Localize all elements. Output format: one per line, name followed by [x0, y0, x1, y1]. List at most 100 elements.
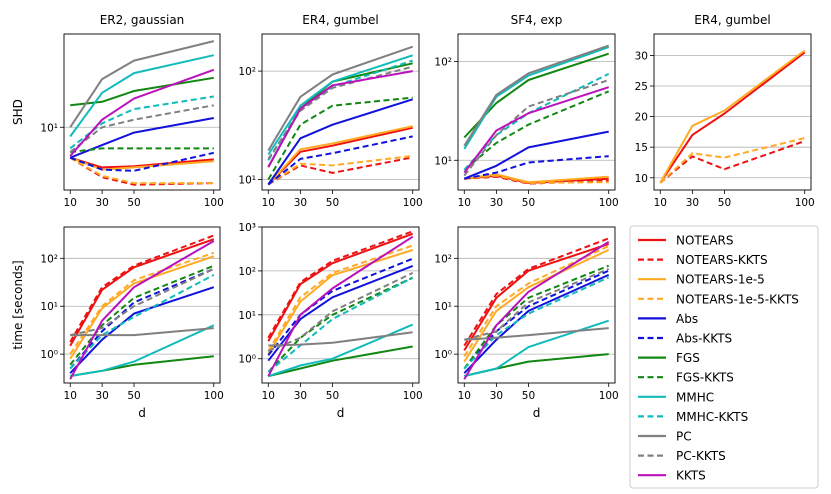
- series-line-fgs: [463, 52, 610, 139]
- x-tick-label: 30: [294, 197, 307, 209]
- series-line-abs: [267, 98, 414, 186]
- y-tick-label: 10²: [434, 57, 452, 69]
- y-tick-label: 10¹: [40, 301, 58, 313]
- panel-shd-sf4-exp: 10¹ 10² 10 30 50 100 SF4, exp: [434, 13, 618, 209]
- series-line-pc: [69, 40, 215, 128]
- y-tick-label: 10²: [40, 253, 58, 265]
- x-tick-label: 100: [795, 197, 815, 209]
- legend-label: Abs: [676, 312, 698, 326]
- x-tick-label: 100: [204, 390, 224, 402]
- legend-item: MMHC: [638, 390, 714, 404]
- panel-title: ER2, gaussian: [100, 13, 185, 27]
- series-line-notears-1e-5: [69, 255, 215, 360]
- series-line-notears: [69, 238, 215, 347]
- x-tick-label: 30: [294, 390, 307, 402]
- series-line-notears-kkts: [659, 140, 806, 184]
- y-tick-label: 10¹: [238, 174, 256, 186]
- x-tick-label: 30: [95, 197, 108, 209]
- x-tick-label: 50: [127, 390, 140, 402]
- y-tick-label: 10²: [238, 266, 256, 278]
- legend-item: Abs: [638, 312, 698, 326]
- legend-item: NOTEARS-KKTS: [638, 253, 768, 267]
- x-tick-label: 30: [95, 390, 108, 402]
- legend-label: NOTEARS-KKTS: [676, 253, 768, 267]
- x-tick-label: 30: [490, 197, 503, 209]
- series-line-kkts: [69, 68, 215, 157]
- series-line-notears-1e-5: [463, 248, 610, 363]
- axes-frame: [653, 33, 812, 191]
- panel-time-er2-gaussian: 10⁰ 10¹ 10² 10 30 50 100 time [seconds] d: [11, 226, 224, 420]
- legend-item: PC-KKTS: [638, 449, 726, 463]
- y-tick-label: 10: [635, 173, 648, 185]
- series-line-abs: [69, 117, 214, 159]
- series-line-abs-kkts: [69, 151, 215, 172]
- series-line-abs-kkts: [464, 155, 609, 180]
- series-line-notears-1e-5: [659, 49, 806, 184]
- legend-label: PC-KKTS: [676, 449, 726, 463]
- axes-frame: [63, 226, 221, 384]
- x-tick-label: 50: [326, 197, 339, 209]
- series-line-mmhc: [69, 54, 215, 138]
- series-line-abs: [463, 273, 610, 374]
- x-axis-label: d: [337, 406, 345, 420]
- x-tick-label: 50: [522, 390, 535, 402]
- series-line-pc-kkts: [69, 104, 214, 153]
- series-line-fgs: [464, 353, 609, 377]
- series-line-fgs-kkts: [463, 90, 610, 171]
- series-line-mmhc: [463, 46, 610, 150]
- x-tick-label: 100: [403, 390, 423, 402]
- y-tick-label: 10²: [238, 66, 256, 78]
- x-tick-label: 30: [686, 197, 699, 209]
- series-line-notears-1e-5-kkts: [69, 251, 215, 355]
- series-line-pc: [464, 327, 609, 341]
- series-line-abs: [463, 130, 609, 180]
- legend-label: FGS: [676, 351, 700, 365]
- legend-label: NOTEARS-1e-5-KKTS: [676, 292, 799, 306]
- x-tick-label: 10: [262, 390, 275, 402]
- panel-time-er4-gumbel: 10⁰ 10¹ 10² 10³ 10 30 50 100 d: [238, 222, 422, 420]
- legend-label: KKTS: [676, 469, 706, 483]
- y-tick-label: 10⁰: [434, 349, 452, 361]
- x-tick-label: 50: [326, 390, 339, 402]
- legend-label: NOTEARS-1e-5: [676, 273, 765, 287]
- panel-shd-er2-gaussian: 10¹ 10 30 50 100 ER2, gaussian SHD: [11, 13, 224, 209]
- legend-item: NOTEARS: [638, 234, 734, 248]
- series-line-mmhc: [464, 319, 610, 377]
- legend: NOTEARS NOTEARS-KKTS NOTEARS-1e-5 NOTEARS-1…: [629, 225, 819, 489]
- x-tick-label: 100: [599, 390, 619, 402]
- series-line-fgs-kkts: [69, 264, 215, 366]
- legend-label: NOTEARS: [676, 234, 734, 248]
- panel-title: ER4, gumbel: [694, 13, 770, 27]
- y-tick-label: 10¹: [434, 155, 452, 167]
- series-line-notears: [463, 242, 610, 351]
- series-line-pc-kkts: [463, 79, 610, 177]
- series-line-mmhc: [70, 324, 215, 377]
- series-line-notears-1e-5-kkts: [267, 154, 413, 186]
- y-tick-label: 30: [635, 50, 648, 62]
- series-line-notears-1e-5-kkts: [267, 244, 414, 352]
- legend-item: PC: [638, 430, 692, 444]
- series-line-mmhc: [267, 323, 414, 378]
- series-line-mmhc: [267, 54, 414, 156]
- x-tick-label: 10: [458, 390, 471, 402]
- series-line-kkts: [267, 235, 414, 377]
- panel-shd-er4-gumbel-linear: 10 15 20 25 30 10 30 50 100 ER4, gumbel: [635, 13, 815, 209]
- series-line-abs-kkts: [69, 267, 215, 370]
- y-tick-label: 10¹: [238, 310, 256, 322]
- x-tick-label: 50: [718, 197, 731, 209]
- legend-label: PC: [676, 430, 692, 444]
- axes-frame: [261, 226, 420, 384]
- axes-frame: [457, 226, 616, 384]
- legend-item: MMHC-KKTS: [638, 410, 748, 424]
- series-line-mmhc-kkts: [267, 276, 414, 373]
- y-tick-label: 20: [635, 112, 648, 124]
- series-line-pc: [463, 44, 610, 147]
- series-line-notears: [69, 156, 214, 169]
- series-line-fgs-kkts: [267, 96, 413, 181]
- x-tick-label: 10: [64, 197, 77, 209]
- series-line-notears: [659, 51, 806, 184]
- series-line-notears-1e-5-kkts: [463, 245, 610, 357]
- series-line-notears-1e-5-kkts: [659, 137, 805, 184]
- series-line-pc: [70, 327, 214, 337]
